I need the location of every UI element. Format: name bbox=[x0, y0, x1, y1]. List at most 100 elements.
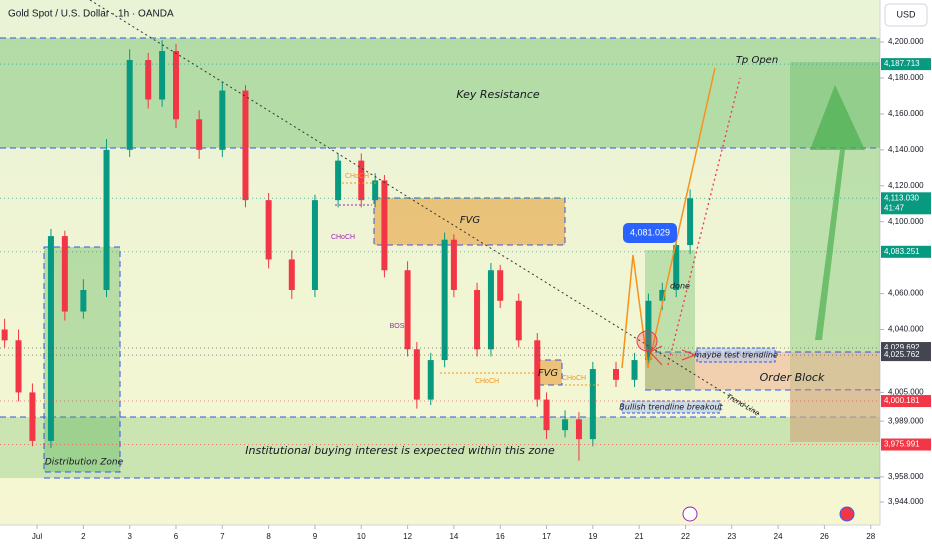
candle-body bbox=[515, 300, 522, 341]
breakout-marker bbox=[636, 330, 658, 352]
x-tick-label: 23 bbox=[727, 532, 736, 541]
x-tick-label: 10 bbox=[357, 532, 366, 541]
price-tag bbox=[881, 58, 931, 71]
trend-line bbox=[89, 0, 761, 416]
candle-body bbox=[474, 289, 481, 350]
candle-body bbox=[589, 369, 596, 440]
candle-body bbox=[613, 369, 619, 380]
fvg-zone bbox=[373, 197, 566, 246]
candle-body bbox=[47, 236, 54, 441]
price-tag bbox=[881, 395, 931, 408]
price-tag-label: 4,029.692 bbox=[884, 343, 920, 352]
price-tag-label: 4,113.030 bbox=[884, 193, 920, 202]
candles bbox=[1, 40, 694, 461]
zone-label: Key Resistance bbox=[456, 88, 540, 101]
high-label-box bbox=[623, 223, 677, 243]
x-tick-label: 3 bbox=[127, 532, 132, 541]
x-tick-label: 12 bbox=[403, 532, 412, 541]
candle-body bbox=[29, 392, 36, 441]
x-tick-label: 7 bbox=[220, 532, 225, 541]
price-tag bbox=[881, 438, 931, 451]
x-tick-label: 9 bbox=[313, 532, 318, 541]
fvg-label: FVG bbox=[460, 215, 481, 226]
symbol-title: Gold Spot / U.S. Dollar · 1h · OANDA bbox=[8, 9, 174, 20]
candle-body bbox=[659, 289, 666, 301]
y-tick-label: 4,005.000 bbox=[888, 388, 924, 397]
zone-label: Institutional buying interest is expecte… bbox=[245, 444, 555, 457]
candle-body bbox=[265, 200, 272, 260]
note-box bbox=[621, 400, 721, 414]
stop-zone bbox=[790, 390, 880, 442]
choch-label: CHoCH bbox=[475, 378, 499, 385]
y-tick-label: 3,958.000 bbox=[888, 472, 924, 481]
x-tick-label: 22 bbox=[681, 532, 690, 541]
x-tick-label: 6 bbox=[174, 532, 179, 541]
choch-label: CHoCH bbox=[345, 173, 369, 180]
candle-body bbox=[543, 399, 550, 431]
drawings bbox=[89, 0, 761, 416]
x-tick-label: 19 bbox=[588, 532, 597, 541]
axes: 4,200.000 4,180.000 4,160.000 4,140.000 4,12… bbox=[0, 37, 931, 541]
candle-body bbox=[80, 289, 87, 312]
candle-body bbox=[450, 239, 457, 290]
currency-box bbox=[884, 3, 928, 27]
candle-body bbox=[173, 51, 179, 120]
countdown: 41:47 bbox=[884, 203, 905, 212]
candle-body bbox=[645, 300, 652, 361]
x-tick-label: Jul bbox=[32, 532, 42, 541]
candle-body bbox=[441, 239, 448, 361]
event-icon[interactable] bbox=[839, 506, 855, 522]
candle-body bbox=[497, 270, 504, 301]
breakout-zone bbox=[645, 250, 695, 390]
y-tick-label: 4,100.000 bbox=[888, 217, 924, 226]
candle-body bbox=[413, 349, 420, 400]
high-label: 4,081.029 bbox=[630, 227, 670, 237]
event-icon[interactable] bbox=[682, 506, 698, 522]
candle-body bbox=[687, 198, 694, 246]
projection bbox=[621, 67, 716, 369]
time-axis bbox=[0, 525, 880, 550]
candle-body bbox=[159, 51, 166, 100]
y-tick-label: 4,180.000 bbox=[888, 73, 924, 82]
candle-body bbox=[427, 360, 434, 400]
currency: USD bbox=[896, 9, 916, 19]
x-tick-label: 2 bbox=[81, 532, 86, 541]
candle-body bbox=[358, 160, 365, 201]
projection-alt bbox=[667, 77, 741, 366]
candle-body bbox=[15, 340, 22, 393]
zone-label: Order Block bbox=[760, 371, 825, 384]
candle-body bbox=[562, 419, 569, 431]
choch-label: CHoCH bbox=[331, 234, 355, 241]
candle-body bbox=[335, 160, 342, 201]
y-tick-label: 4,160.000 bbox=[888, 109, 924, 118]
price-tag bbox=[881, 245, 931, 258]
price-tag-label: 4,000.181 bbox=[884, 396, 920, 405]
candle-body bbox=[196, 119, 203, 150]
fvg-label: FVG bbox=[538, 368, 559, 379]
x-tick-label: 8 bbox=[266, 532, 271, 541]
candle-body bbox=[534, 340, 541, 400]
candle-body bbox=[288, 259, 295, 290]
candle-body bbox=[145, 60, 152, 100]
bos-label: BOS bbox=[390, 323, 405, 330]
candle-body bbox=[103, 149, 110, 290]
candle-body bbox=[61, 236, 68, 312]
x-tick-label: 16 bbox=[496, 532, 505, 541]
buying-zone bbox=[0, 417, 880, 478]
x-tick-label: 26 bbox=[820, 532, 829, 541]
y-tick-label: 3,989.000 bbox=[888, 416, 924, 425]
candle-body bbox=[673, 245, 680, 290]
candle-body bbox=[311, 200, 318, 290]
x-tick-label: 28 bbox=[866, 532, 875, 541]
arrow-head bbox=[649, 345, 663, 366]
candle-body bbox=[404, 270, 411, 350]
candle-body bbox=[381, 180, 388, 271]
target-label: Tp Open bbox=[736, 55, 778, 66]
candle-body bbox=[372, 180, 379, 201]
candle-body bbox=[631, 360, 638, 380]
x-tick-label: 24 bbox=[774, 532, 783, 541]
y-tick-label: 4,120.000 bbox=[888, 181, 924, 190]
x-tick-label: 14 bbox=[449, 532, 458, 541]
candle-body bbox=[487, 270, 494, 350]
